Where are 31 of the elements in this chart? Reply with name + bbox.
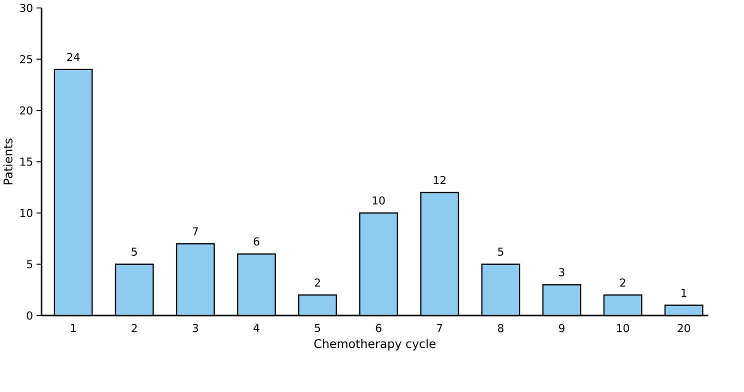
y-axis-title: Patients — [3, 138, 12, 184]
x-tick-label: 20 — [678, 324, 690, 332]
x-tick-label: 4 — [254, 324, 260, 332]
x-tick-label: 7 — [437, 324, 442, 332]
x-tick-label: 9 — [558, 324, 564, 332]
y-tick-label: 10 — [20, 208, 32, 218]
data-label: 5 — [498, 248, 504, 256]
x-tick-label: 3 — [192, 324, 198, 332]
data-label: 2 — [314, 278, 320, 287]
y-tick-label: 20 — [20, 106, 32, 115]
data-label: 1 — [682, 288, 686, 297]
x-tick-label: 5 — [314, 324, 320, 332]
data-label: 3 — [559, 268, 564, 276]
y-tick-label: 0 — [26, 311, 32, 320]
y-tick-label: 30 — [20, 4, 32, 12]
data-label: 2 — [620, 278, 626, 287]
data-label: 12 — [434, 176, 446, 184]
x-tick-label: 8 — [498, 324, 504, 332]
x-tick-label: 6 — [376, 324, 382, 332]
data-label: 7 — [192, 227, 198, 236]
data-label: 24 — [67, 53, 80, 62]
y-tick-label: 5 — [27, 260, 32, 268]
y-tick-label: 15 — [20, 158, 32, 166]
x-axis-title: Chemotherapy cycle — [314, 339, 436, 350]
data-label: 6 — [254, 237, 260, 246]
x-tick-label: 10 — [617, 324, 629, 332]
data-label: 10 — [372, 196, 385, 205]
x-tick-label: 2 — [132, 324, 137, 332]
y-tick-label: 25 — [20, 55, 32, 64]
x-tick-label: 1 — [71, 324, 76, 332]
data-label: 5 — [132, 248, 137, 256]
